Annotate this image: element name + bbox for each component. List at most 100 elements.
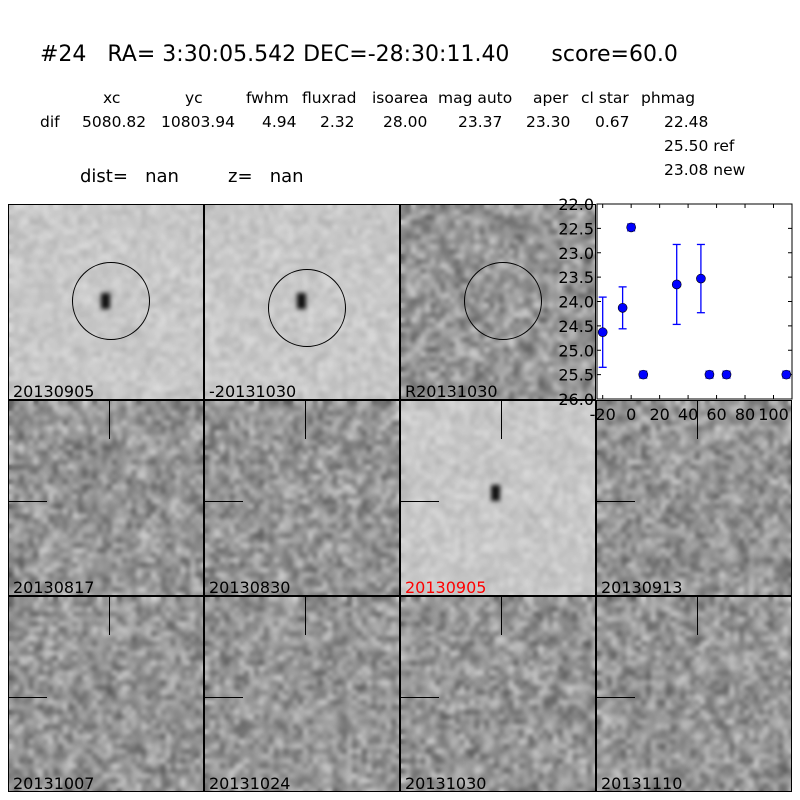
crosshair-horizontal — [9, 501, 47, 503]
stamp-image — [401, 597, 595, 791]
y-tick-label: 23.5 — [558, 268, 594, 287]
row-label: dif — [40, 113, 60, 131]
aperture-circle — [72, 262, 150, 340]
crosshair-vertical — [109, 401, 111, 439]
stamp-image — [205, 401, 399, 595]
column-value: 28.00 — [383, 113, 428, 131]
ref-mag: 25.50 ref — [664, 137, 735, 155]
stamp-date-label: 20131007 — [13, 774, 95, 792]
data-point — [781, 369, 792, 380]
aperture-circle — [464, 262, 542, 340]
aperture-circle — [268, 269, 346, 347]
z-label: z= nan — [228, 166, 304, 187]
stamp-date-label: 20131110 — [601, 774, 683, 792]
data-point — [638, 369, 649, 380]
crosshair-horizontal — [9, 697, 47, 699]
image-stamp: 20130830 — [204, 400, 400, 596]
crosshair-horizontal — [597, 697, 635, 699]
stamp-date-label: R20131030 — [405, 382, 498, 400]
stamp-date-label: 20130905 — [13, 382, 95, 400]
stamp-date-label: 20131030 — [405, 774, 487, 792]
data-point — [617, 303, 628, 313]
column-header: cl star — [581, 89, 629, 107]
image-stamp: 20131110 — [596, 596, 792, 792]
column-header: yc — [185, 89, 203, 107]
data-point — [704, 369, 715, 380]
dist-label: dist= nan — [80, 166, 179, 187]
stamp-date-label: 20130913 — [601, 578, 683, 596]
stamp-date-label: 20130817 — [13, 578, 95, 596]
column-value: 4.94 — [262, 113, 297, 131]
column-header: isoarea — [372, 89, 429, 107]
x-tick-label: 20 — [649, 405, 669, 420]
x-tick-label: 60 — [706, 405, 726, 420]
column-header: aper — [533, 89, 569, 107]
column-value: 23.37 — [458, 113, 503, 131]
crosshair-vertical — [501, 401, 503, 439]
new-mag: 23.08 new — [664, 161, 746, 179]
y-tick-label: 24.0 — [558, 293, 594, 312]
column-value: 22.48 — [664, 113, 709, 131]
column-header: phmag — [641, 89, 696, 107]
magnitude-lightcurve-plot: 22.0 22.5 23.0 23.5 24.0 24.5 25.0 25.5 26.0-20 0… — [558, 195, 793, 420]
crosshair-vertical — [109, 597, 111, 635]
y-tick-label: 22.0 — [558, 195, 594, 214]
y-tick-label: 22.5 — [558, 219, 594, 238]
x-tick-label: -20 — [590, 405, 616, 420]
column-header: mag auto — [438, 89, 513, 107]
plot-area — [596, 203, 793, 400]
y-tick-label: 23.0 — [558, 244, 594, 263]
column-header: xc — [103, 89, 121, 107]
crosshair-vertical — [305, 401, 307, 439]
crosshair-horizontal — [597, 501, 635, 503]
image-stamp: 20130913 — [596, 400, 792, 596]
stamp-image — [9, 401, 203, 595]
crosshair-vertical — [501, 597, 503, 635]
image-stamp: 20130905 — [8, 204, 204, 400]
x-tick-label: 80 — [735, 405, 755, 420]
column-value: 2.32 — [320, 113, 355, 131]
crosshair-horizontal — [401, 697, 439, 699]
x-tick-label: 100 — [758, 405, 789, 420]
figure-title: #24 RA= 3:30:05.542 DEC=-28:30:11.40 sco… — [40, 42, 678, 67]
image-stamp: 20131024 — [204, 596, 400, 792]
x-tick-label: 40 — [678, 405, 698, 420]
data-point — [671, 279, 682, 290]
data-point — [721, 369, 732, 380]
column-value: 10803.94 — [161, 113, 235, 131]
data-point — [696, 273, 706, 284]
image-stamp: 20130905 — [400, 400, 596, 596]
crosshair-vertical — [697, 597, 699, 635]
column-value: 5080.82 — [82, 113, 147, 131]
crosshair-vertical — [305, 597, 307, 635]
image-stamp: 20130817 — [8, 400, 204, 596]
stamp-image — [597, 401, 791, 595]
column-value: 23.30 — [526, 113, 571, 131]
y-tick-label: 24.5 — [558, 317, 594, 336]
column-value: 0.67 — [595, 113, 630, 131]
y-tick-label: 26.0 — [558, 390, 594, 409]
crosshair-horizontal — [205, 501, 243, 503]
x-tick-label: 0 — [626, 405, 636, 420]
stamp-image — [401, 401, 595, 595]
crosshair-horizontal — [401, 501, 439, 503]
stamp-date-label: 20130905 — [405, 578, 487, 596]
image-stamp: R20131030 — [400, 204, 596, 400]
image-stamp: -20131030 — [204, 204, 400, 400]
column-header: fluxrad — [302, 89, 357, 107]
data-point — [597, 327, 608, 338]
stamp-image — [9, 597, 203, 791]
crosshair-horizontal — [205, 697, 243, 699]
stamp-date-label: 20131024 — [209, 774, 291, 792]
y-tick-label: 25.5 — [558, 366, 594, 385]
image-stamp: 20131030 — [400, 596, 596, 792]
stamp-image — [597, 597, 791, 791]
column-header: fwhm — [246, 89, 289, 107]
crosshair-vertical — [697, 401, 699, 439]
stamp-image — [205, 597, 399, 791]
stamp-date-label: 20130830 — [209, 578, 291, 596]
data-point — [626, 222, 636, 233]
image-stamp: 20131007 — [8, 596, 204, 792]
y-tick-label: 25.0 — [558, 341, 594, 360]
stamp-date-label: -20131030 — [209, 382, 297, 400]
